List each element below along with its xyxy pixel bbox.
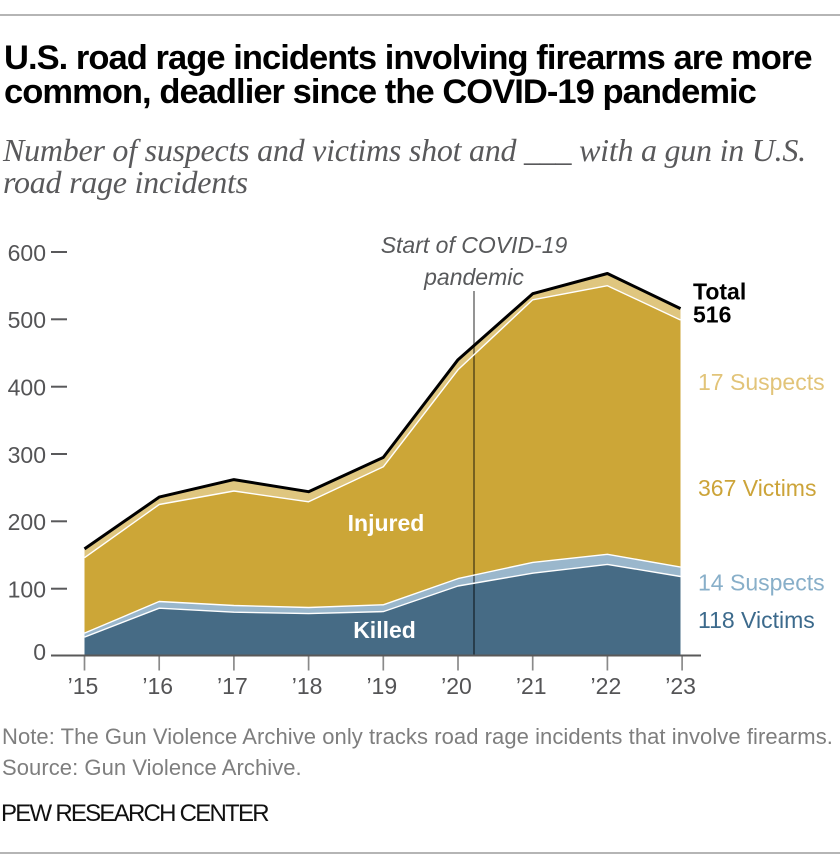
svg-text:’16: ’16 <box>142 673 173 699</box>
svg-text:500: 500 <box>8 307 46 333</box>
svg-text:17 Suspects: 17 Suspects <box>698 369 825 395</box>
svg-text:400: 400 <box>8 375 46 401</box>
svg-text:’22: ’22 <box>591 673 622 699</box>
svg-text:’23: ’23 <box>665 673 696 699</box>
svg-text:367 Victims: 367 Victims <box>698 475 816 501</box>
svg-text:100: 100 <box>8 577 46 603</box>
svg-text:200: 200 <box>8 509 46 535</box>
svg-text:Start of COVID-19: Start of COVID-19 <box>381 232 568 258</box>
svg-text:’19: ’19 <box>366 673 397 699</box>
svg-text:’17: ’17 <box>217 673 248 699</box>
svg-text:’18: ’18 <box>292 673 323 699</box>
svg-text:Killed: Killed <box>353 617 416 643</box>
svg-text:600: 600 <box>8 240 46 266</box>
svg-text:pandemic: pandemic <box>423 264 524 290</box>
svg-text:’15: ’15 <box>68 673 99 699</box>
svg-text:’20: ’20 <box>441 673 472 699</box>
svg-text:Total: Total <box>693 279 746 305</box>
svg-text:300: 300 <box>8 442 46 468</box>
svg-text:516: 516 <box>693 302 731 328</box>
svg-text:’21: ’21 <box>516 673 547 699</box>
svg-text:118 Victims: 118 Victims <box>698 607 815 633</box>
svg-text:14 Suspects: 14 Suspects <box>698 570 825 596</box>
svg-text:Injured: Injured <box>348 510 425 536</box>
svg-text:0: 0 <box>33 639 46 665</box>
